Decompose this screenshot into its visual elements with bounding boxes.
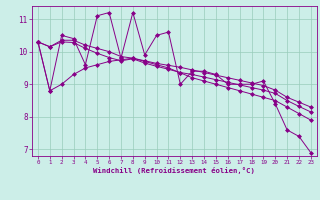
X-axis label: Windchill (Refroidissement éolien,°C): Windchill (Refroidissement éolien,°C) — [93, 167, 255, 174]
